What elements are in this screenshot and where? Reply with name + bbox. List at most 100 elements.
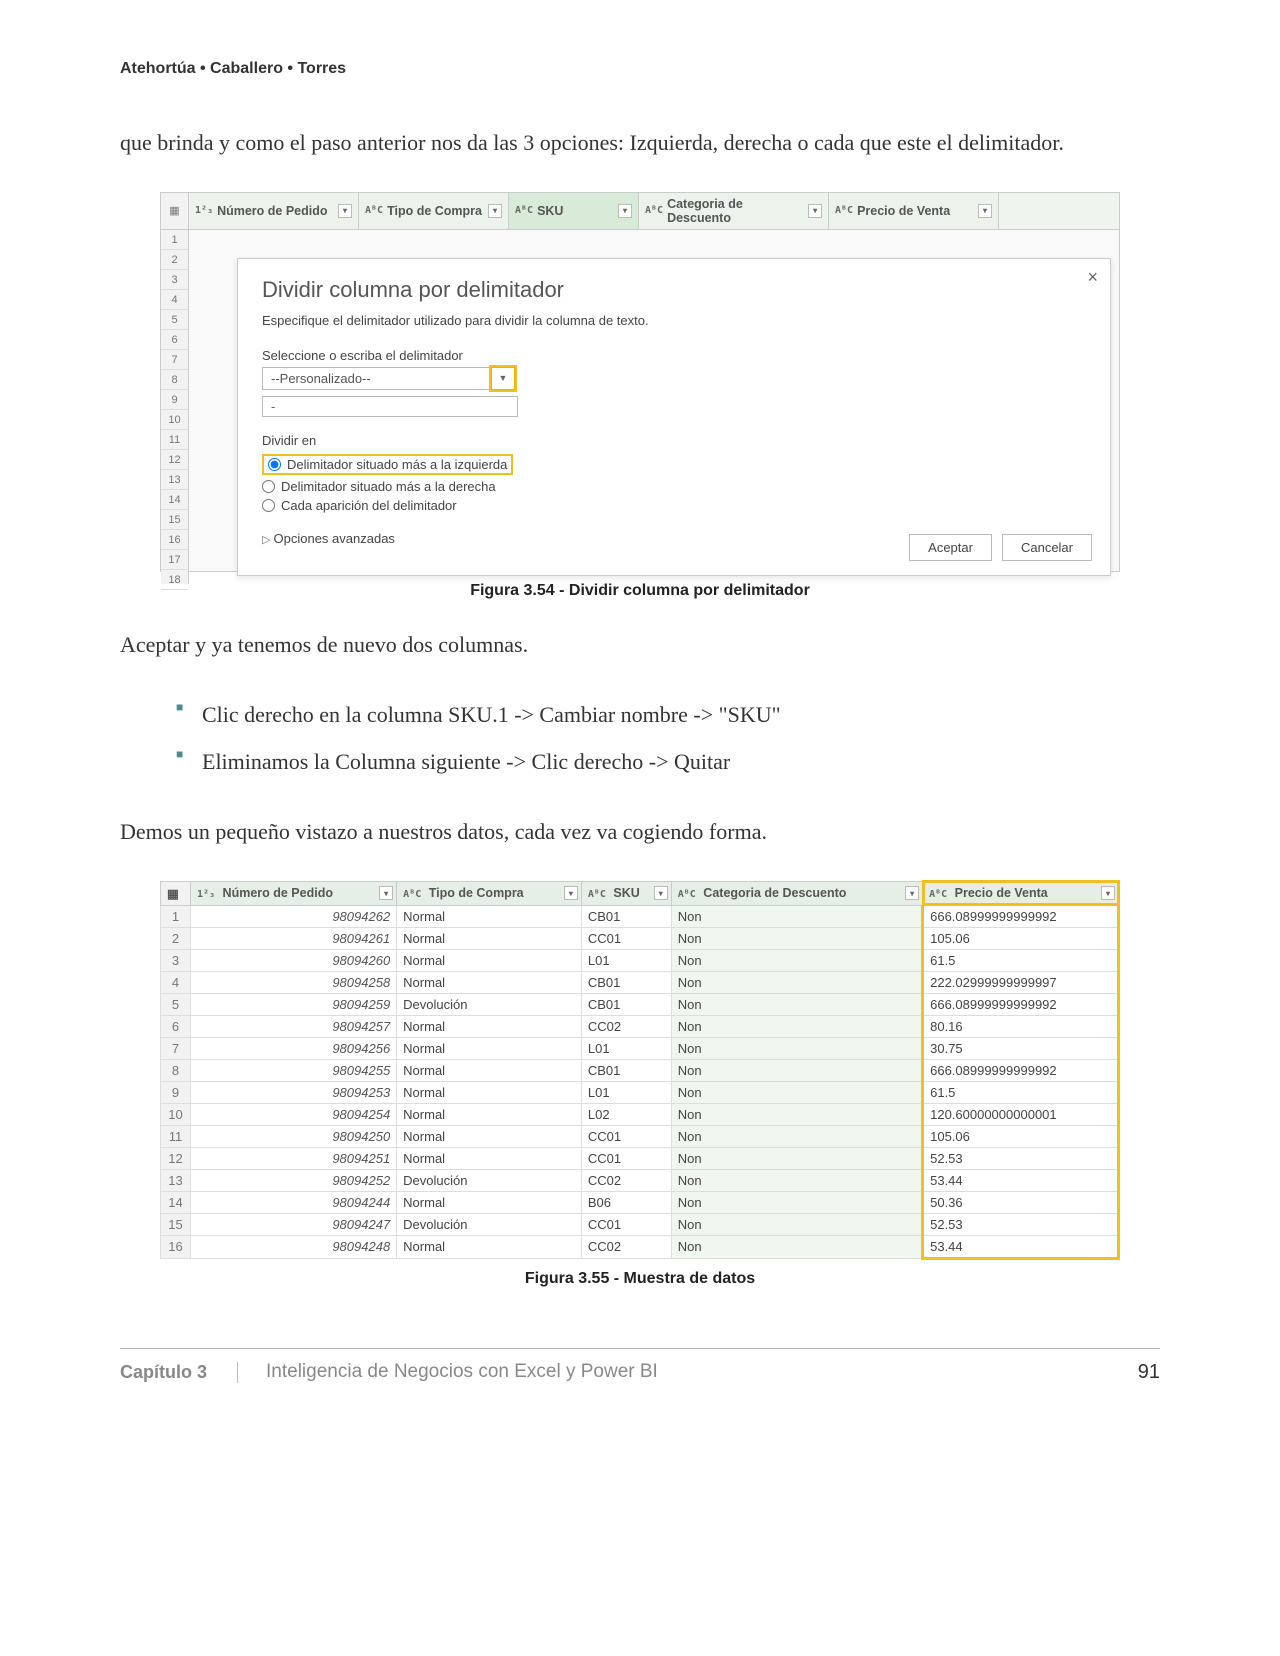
table-corner: ▦ xyxy=(161,193,189,229)
radio-input[interactable] xyxy=(262,499,275,512)
table-row: 798094256NormalL01Non30.75 xyxy=(161,1037,1119,1059)
filter-dropdown-icon[interactable]: ▾ xyxy=(564,886,578,900)
list-item: Clic derecho en la columna SKU.1 -> Camb… xyxy=(176,694,1160,736)
table-cell: Normal xyxy=(397,1103,582,1125)
row-number: 3 xyxy=(161,270,188,290)
table-corner: ▦ xyxy=(161,881,191,905)
type-icon: AᴮC xyxy=(365,205,383,216)
table-row: 1698094248NormalCC02Non53.44 xyxy=(161,1235,1119,1258)
column-header[interactable]: AᴮCPrecio de Venta▾ xyxy=(829,193,999,229)
table-cell: Non xyxy=(671,1081,922,1103)
table-cell: Non xyxy=(671,1191,922,1213)
filter-dropdown-icon[interactable]: ▾ xyxy=(618,204,632,218)
delimiter-select[interactable]: --Personalizado-- xyxy=(262,367,492,390)
column-label: Categoria de Descuento xyxy=(667,197,808,225)
table-cell: Normal xyxy=(397,1015,582,1037)
column-header[interactable]: AᴮCTipo de Compra▾ xyxy=(359,193,509,229)
table-cell: 98094256 xyxy=(191,1037,397,1059)
table-cell: CC02 xyxy=(581,1235,671,1258)
table-cell: CB01 xyxy=(581,993,671,1015)
table-cell: 98094261 xyxy=(191,927,397,949)
table-cell: B06 xyxy=(581,1191,671,1213)
chapter-label: Capítulo 3 xyxy=(120,1362,238,1383)
filter-dropdown-icon[interactable]: ▾ xyxy=(379,886,393,900)
row-number: 16 xyxy=(161,530,188,550)
table-cell: CC01 xyxy=(581,1213,671,1235)
row-number: 16 xyxy=(161,1235,191,1258)
row-number: 9 xyxy=(161,390,188,410)
table-cell: Non xyxy=(671,1235,922,1258)
table-row: 598094259DevoluciónCB01Non666.0899999999… xyxy=(161,993,1119,1015)
radio-label: Delimitador situado más a la izquierda xyxy=(287,457,507,472)
table-row: 898094255NormalCB01Non666.08999999999992 xyxy=(161,1059,1119,1081)
table-cell: Non xyxy=(671,949,922,971)
table-cell: Non xyxy=(671,1169,922,1191)
column-header[interactable]: 1²₃ Número de Pedido▾ xyxy=(191,881,397,905)
radio-option[interactable]: Delimitador situado más a la izquierda xyxy=(262,452,1086,477)
radio-input[interactable] xyxy=(268,458,281,471)
radio-option[interactable]: Delimitador situado más a la derecha xyxy=(262,477,1086,496)
accept-button[interactable]: Aceptar xyxy=(909,534,992,561)
table-cell: 80.16 xyxy=(923,1015,1119,1037)
row-number: 9 xyxy=(161,1081,191,1103)
table-cell: L01 xyxy=(581,949,671,971)
table-row: 998094253NormalL01Non61.5 xyxy=(161,1081,1119,1103)
row-number: 15 xyxy=(161,510,188,530)
type-icon: AᴮC xyxy=(929,889,947,900)
table-cell: CC01 xyxy=(581,927,671,949)
table-cell: 98094259 xyxy=(191,993,397,1015)
column-header[interactable]: AᴮC Tipo de Compra ▾ xyxy=(397,881,582,905)
radio-option[interactable]: Cada aparición del delimitador xyxy=(262,496,1086,515)
column-label: SKU xyxy=(613,886,639,900)
paragraph-2: Aceptar y ya tenemos de nuevo dos column… xyxy=(120,624,1160,666)
table-cell: 61.5 xyxy=(923,1081,1119,1103)
table-cell: 120.60000000000001 xyxy=(923,1103,1119,1125)
filter-dropdown-icon[interactable]: ▾ xyxy=(978,204,992,218)
radio-label: Cada aparición del delimitador xyxy=(281,498,457,513)
row-number: 13 xyxy=(161,1169,191,1191)
type-icon: AᴮC xyxy=(588,889,606,900)
filter-dropdown-icon[interactable]: ▾ xyxy=(905,886,919,900)
table-cell: 98094253 xyxy=(191,1081,397,1103)
column-header[interactable]: AᴮC Precio de Venta ▾ xyxy=(923,881,1119,905)
table-cell: Normal xyxy=(397,1147,582,1169)
column-header[interactable]: AᴮCSKU▾ xyxy=(509,193,639,229)
authors-line: Atehortúa • Caballero • Torres xyxy=(120,60,1160,78)
table-cell: Non xyxy=(671,971,922,993)
filter-dropdown-icon[interactable]: ▾ xyxy=(808,204,822,218)
filter-dropdown-icon[interactable]: ▾ xyxy=(1101,886,1115,900)
column-header[interactable]: AᴮC Categoria de Descuento▾ xyxy=(671,881,922,905)
table-cell: 98094250 xyxy=(191,1125,397,1147)
column-label: Número de Pedido xyxy=(217,204,327,218)
select-dropdown-icon[interactable]: ▼ xyxy=(491,367,515,390)
page-number: 91 xyxy=(1138,1361,1160,1384)
row-number: 7 xyxy=(161,1037,191,1059)
column-label: Categoria de Descuento xyxy=(703,886,846,900)
table-cell: Normal xyxy=(397,949,582,971)
table-cell: Normal xyxy=(397,927,582,949)
filter-dropdown-icon[interactable]: ▾ xyxy=(488,204,502,218)
table-cell: Non xyxy=(671,1015,922,1037)
filter-dropdown-icon[interactable]: ▾ xyxy=(654,886,668,900)
type-icon: AᴮC xyxy=(403,889,421,900)
column-header[interactable]: AᴮCCategoria de Descuento▾ xyxy=(639,193,829,229)
column-header[interactable]: 1²₃Número de Pedido▾ xyxy=(189,193,359,229)
table-cell: 98094254 xyxy=(191,1103,397,1125)
row-number: 17 xyxy=(161,550,188,570)
column-label: Tipo de Compra xyxy=(429,886,524,900)
table-cell: Non xyxy=(671,927,922,949)
delimiter-input[interactable]: - xyxy=(262,396,518,417)
table-cell: 98094252 xyxy=(191,1169,397,1191)
table-cell: Normal xyxy=(397,971,582,993)
table-row: 198094262NormalCB01Non666.08999999999992 xyxy=(161,905,1119,927)
column-header[interactable]: AᴮC SKU ▾ xyxy=(581,881,671,905)
radio-input[interactable] xyxy=(262,480,275,493)
column-label: SKU xyxy=(537,204,563,218)
table-cell: 666.08999999999992 xyxy=(923,993,1119,1015)
column-label: Precio de Venta xyxy=(955,886,1048,900)
filter-dropdown-icon[interactable]: ▾ xyxy=(338,204,352,218)
cancel-button[interactable]: Cancelar xyxy=(1002,534,1092,561)
table-cell: 50.36 xyxy=(923,1191,1119,1213)
table-cell: 105.06 xyxy=(923,927,1119,949)
close-icon[interactable]: × xyxy=(1087,267,1098,288)
